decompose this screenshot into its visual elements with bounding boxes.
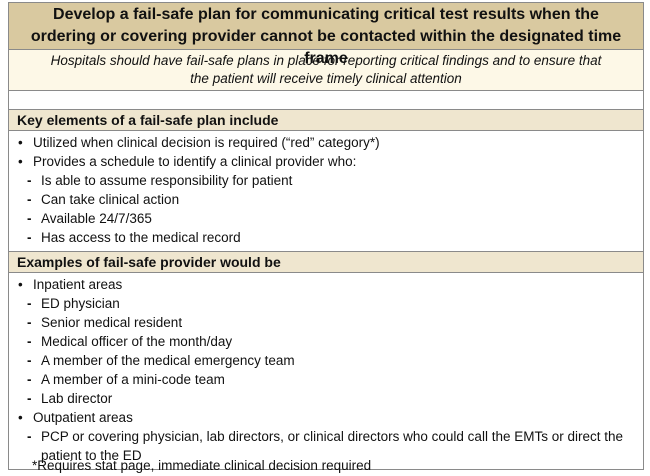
sub-item: Can take clinical action bbox=[9, 190, 643, 209]
subtitle: Hospitals should have fail-safe plans in… bbox=[9, 50, 643, 91]
section: Examples of fail-safe provider would beI… bbox=[9, 251, 643, 469]
sub-item: PCP or covering physician, lab directors… bbox=[9, 427, 643, 465]
footnote: *Requires stat page, immediate clinical … bbox=[32, 458, 372, 473]
bullet-item: Outpatient areas bbox=[9, 408, 643, 427]
table: Develop a fail-safe plan for communicati… bbox=[8, 2, 644, 470]
section-heading: Examples of fail-safe provider would be bbox=[9, 251, 643, 273]
empty-row bbox=[9, 91, 643, 110]
sub-item: A member of the medical emergency team bbox=[9, 351, 643, 370]
bullet-item: Utilized when clinical decision is requi… bbox=[9, 133, 643, 152]
item-list: Utilized when clinical decision is requi… bbox=[9, 131, 643, 251]
sub-item: Medical officer of the month/day bbox=[9, 332, 643, 351]
title: Develop a fail-safe plan for communicati… bbox=[9, 3, 643, 67]
sub-item: A member of a mini-code team bbox=[9, 370, 643, 389]
sub-item: Lab director bbox=[9, 389, 643, 408]
bullet-item: Provides a schedule to identify a clinic… bbox=[9, 152, 643, 171]
sub-item: ED physician bbox=[9, 294, 643, 313]
section-heading: Key elements of a fail-safe plan include bbox=[9, 110, 643, 131]
sub-item: Available 24/7/365 bbox=[9, 209, 643, 228]
sub-item: Senior medical resident bbox=[9, 313, 643, 332]
sub-item: Has access to the medical record bbox=[9, 228, 643, 247]
bullet-item: Inpatient areas bbox=[9, 275, 643, 294]
sub-item: Is able to assume responsibility for pat… bbox=[9, 171, 643, 190]
item-list: Inpatient areasED physicianSenior medica… bbox=[9, 273, 643, 469]
sections: Key elements of a fail-safe plan include… bbox=[9, 110, 643, 469]
section: Key elements of a fail-safe plan include… bbox=[9, 110, 643, 251]
